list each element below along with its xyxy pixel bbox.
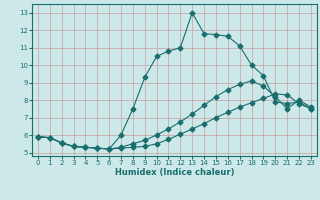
X-axis label: Humidex (Indice chaleur): Humidex (Indice chaleur) — [115, 168, 234, 177]
